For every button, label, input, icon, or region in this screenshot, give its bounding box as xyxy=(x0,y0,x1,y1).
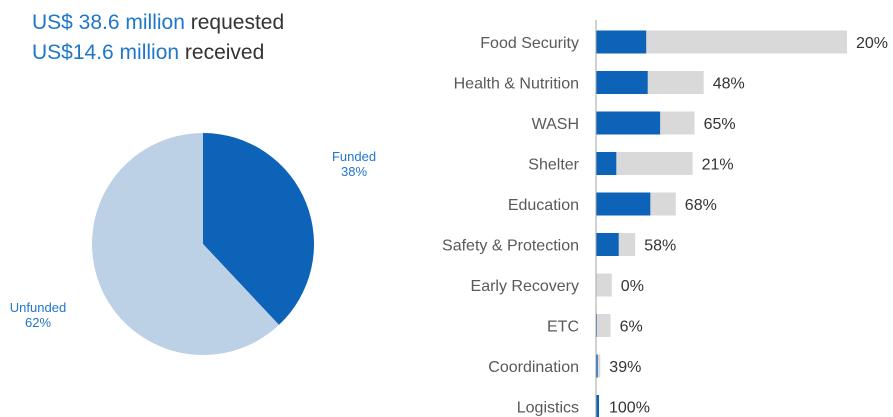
funding-pie-chart xyxy=(92,133,315,355)
requested-headline: US$ 38.6 million requested xyxy=(32,11,284,35)
bar-requirement-food-security xyxy=(596,30,847,54)
bar-funded-safety-protection xyxy=(596,233,619,256)
category-label-logistics: Logistics xyxy=(517,400,579,417)
requested-label: requested xyxy=(184,11,285,34)
bar-requirement-shelter xyxy=(596,152,693,175)
value-label-etc: 6% xyxy=(620,319,643,336)
bar-funded-food-security xyxy=(596,30,647,54)
requested-amount: US$ 38.6 million xyxy=(32,11,185,34)
pie-label-unfunded: Unfunded 62% xyxy=(6,300,70,330)
pie-label-funded-value: 38% xyxy=(340,164,368,179)
category-label-education: Education xyxy=(508,197,579,214)
bar-funded-logistics xyxy=(596,395,599,417)
category-label-etc: ETC xyxy=(547,319,579,336)
bar-funded-education xyxy=(596,192,651,216)
pie-label-funded-name: Funded xyxy=(331,149,377,164)
value-label-shelter: 21% xyxy=(702,157,734,174)
bar-requirement-early-recovery xyxy=(596,273,612,297)
pie-label-funded: Funded 38% xyxy=(322,149,386,179)
pie-label-unfunded-value: 62% xyxy=(24,315,52,330)
pie-slice-unfunded xyxy=(92,133,279,355)
category-label-health-nutrition: Health & Nutrition xyxy=(454,76,579,93)
received-label: received xyxy=(179,41,265,64)
received-amount: US$14.6 million xyxy=(32,41,180,64)
received-headline: US$14.6 million received xyxy=(32,41,264,65)
category-label-safety-protection: Safety & Protection xyxy=(442,238,579,255)
bar-funded-coordination xyxy=(596,354,598,378)
value-label-coordination: 39% xyxy=(609,359,641,376)
bar-funded-shelter xyxy=(596,152,617,175)
bar-funded-health-nutrition xyxy=(596,71,648,94)
value-label-safety-protection: 58% xyxy=(644,238,676,255)
value-label-health-nutrition: 48% xyxy=(713,76,745,93)
value-label-food-security: 20% xyxy=(856,35,888,52)
pie-label-unfunded-name: Unfunded xyxy=(9,300,67,315)
category-label-coordination: Coordination xyxy=(488,359,579,376)
category-label-shelter: Shelter xyxy=(528,157,579,174)
pie-slice-funded xyxy=(203,133,315,325)
value-label-education: 68% xyxy=(685,197,717,214)
value-label-wash: 65% xyxy=(704,116,736,133)
value-label-logistics: 100% xyxy=(609,400,650,417)
bar-requirement-coordination xyxy=(596,354,601,378)
value-label-early-recovery: 0% xyxy=(621,278,644,295)
bar-requirement-etc xyxy=(596,314,611,337)
category-label-food-security: Food Security xyxy=(480,35,579,52)
category-label-wash: WASH xyxy=(532,116,579,133)
bar-funded-wash xyxy=(596,111,661,135)
category-label-early-recovery: Early Recovery xyxy=(471,278,579,295)
